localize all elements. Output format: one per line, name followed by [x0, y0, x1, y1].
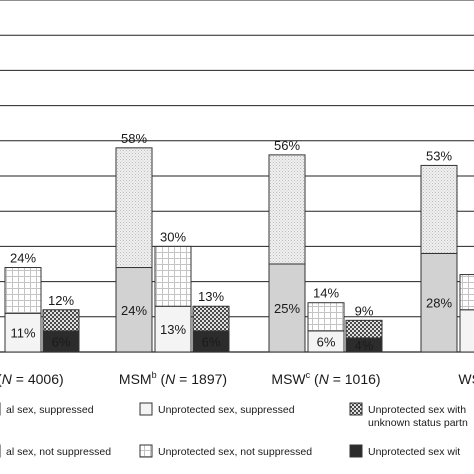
segment-value-label: 11% [10, 326, 35, 341]
legend-label: unknown status partn [368, 417, 468, 429]
bar-segment-unprot-not-suppressed [154, 245, 192, 307]
gridlines [0, 0, 474, 353]
bar-segment-unprot-unknown [192, 305, 230, 332]
bar-total-label: 13% [198, 289, 224, 304]
bar-segment-unprot-suppressed [459, 309, 474, 353]
legend-swatch-unprot-unknown [349, 402, 363, 416]
bars: 11%6%24%13%6%25%6%4%28%1 [4, 147, 474, 353]
bar-segment-anal-suppressed [420, 252, 458, 353]
category-label: MSMb (N = 1897) [119, 370, 227, 387]
bar-segment-unprot-not-suppressed [307, 302, 345, 332]
legend-swatch-unprot-not-suppressed [139, 444, 153, 458]
bar-total-label: 30% [160, 229, 186, 244]
bar-segment-anal-not-suppressed [268, 154, 306, 265]
bar-segment-unprot-not-suppressed [459, 274, 474, 311]
segment-value-label: 6% [202, 334, 221, 349]
bar-total-label: 58% [121, 131, 147, 146]
category-label: al (N = 4006) [0, 371, 64, 387]
segment-value-label: 6% [52, 334, 71, 349]
category-label: MSWc (N = 1016) [271, 370, 380, 387]
segment-value-label: 25% [274, 301, 300, 316]
bar-total-label: 12% [48, 293, 74, 308]
x-axis-labels: al (N = 4006) MSMb (N = 1897) MSWc (N = 10… [0, 370, 474, 387]
bar-total-label: 14% [313, 286, 339, 301]
bar-total-label: 24% [10, 251, 36, 266]
segment-value-label: 4% [355, 338, 374, 353]
bar-total-label: 53% [426, 148, 452, 163]
bar-segment-anal-suppressed [115, 267, 153, 353]
segment-value-label: 28% [426, 296, 452, 311]
legend-label: Unprotected sex, not suppressed [158, 446, 312, 458]
total-labels: 24%12%58%30%13%56%14%9%53%2 [10, 131, 452, 318]
bar-segment-anal-not-suppressed [420, 164, 458, 254]
bar-segment-unprot-not-suppressed [4, 267, 42, 314]
legend-label: al sex, suppressed [6, 404, 94, 416]
bar-total-label: 56% [274, 138, 300, 153]
legend-label: Unprotected sex wit [368, 446, 460, 458]
bar-segment-anal-suppressed [268, 263, 306, 353]
legend-swatch-unprot-dark [349, 444, 363, 458]
bar-segment-unprot-unknown [345, 319, 383, 339]
legend-swatch-unprot-suppressed [139, 402, 153, 416]
legend: al sex, suppressed Unprotected sex, suppr… [0, 402, 468, 458]
bar-total-label: 9% [355, 303, 374, 318]
segment-value-label: 24% [121, 303, 147, 318]
legend-label: Unprotected sex, suppressed [158, 404, 295, 416]
segment-value-label: 13% [160, 322, 186, 337]
bar-segment-unprot-suppressed [154, 305, 192, 353]
bar-segment-unprot-unknown [42, 309, 80, 332]
segment-value-label: 6% [317, 334, 336, 349]
legend-label: al sex, not suppressed [6, 446, 111, 458]
legend-label: Unprotected sex with [368, 404, 466, 416]
category-label: WSMd [458, 370, 474, 387]
bar-segment-anal-not-suppressed [115, 147, 153, 269]
